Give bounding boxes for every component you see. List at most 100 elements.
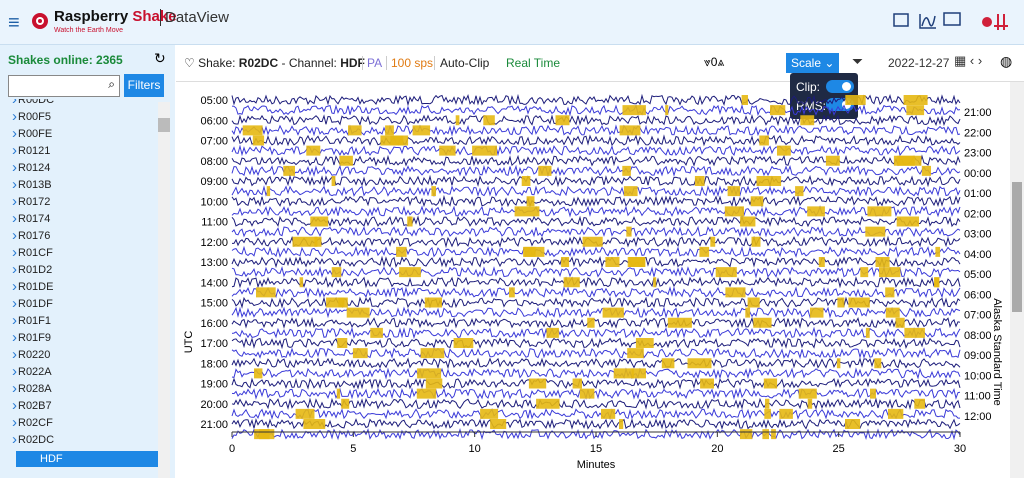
station-item[interactable]: R00DC [12, 99, 54, 108]
clip-segment [407, 216, 413, 227]
clip-segment [528, 378, 547, 389]
trace [231, 205, 961, 218]
clip-segment [337, 338, 348, 348]
clip-segment [710, 236, 716, 247]
filter-icon[interactable]: ⏷ [852, 53, 864, 69]
menu-icon[interactable]: ≡ [8, 12, 20, 34]
trace [231, 357, 961, 370]
refresh-icon[interactable]: ↻ [154, 50, 166, 66]
clip-segment [875, 257, 890, 267]
brand: Raspberry Shake [54, 8, 177, 25]
clip-segment [555, 115, 570, 126]
station-item[interactable]: R00F5 [12, 108, 51, 125]
local-label: 12:00 [964, 411, 992, 423]
clip-segment [934, 277, 940, 288]
station-list: R00DCR00F5R00FER0121R0124R013BR0172R0174… [0, 99, 158, 478]
clip-segment [455, 115, 460, 126]
clip-segment [694, 176, 705, 186]
scale-button[interactable]: Scale ⌄ [786, 53, 840, 73]
tagline: Watch the Earth Move [54, 27, 123, 34]
clip-segment [631, 368, 646, 379]
clip-segment [326, 297, 348, 308]
realtime[interactable]: Real Time [506, 56, 561, 70]
station-item[interactable]: R01DE [12, 278, 54, 295]
network: PA [362, 56, 382, 70]
clip-segment [629, 257, 645, 267]
station-item[interactable]: R0176 [12, 227, 51, 244]
clip-segment [888, 408, 904, 419]
clip-segment [579, 388, 595, 399]
trace [231, 367, 961, 380]
zoom-value: 0 [710, 55, 718, 69]
station-item[interactable]: R01D2 [12, 261, 52, 278]
local-label: 01:00 [964, 188, 992, 200]
globe-icon[interactable]: ◍ [1000, 53, 1013, 69]
station-item[interactable]: R0220 [12, 346, 51, 363]
station-item[interactable]: R01DF [12, 295, 53, 312]
clip-segment [303, 419, 326, 429]
clip-segment [903, 95, 928, 105]
station-item[interactable]: R01F9 [12, 329, 51, 346]
clip-segment [259, 429, 270, 440]
clip-segment [626, 226, 632, 237]
trace [231, 306, 961, 319]
clip-segment [538, 165, 552, 176]
clip-segment [299, 277, 304, 288]
zoom[interactable]: ⩔0⩓ [704, 55, 725, 69]
clip-segment [314, 236, 322, 247]
utc-label: 21:00 [200, 419, 228, 431]
clip-segment [897, 155, 922, 166]
clip-segment [292, 236, 318, 247]
station-item[interactable]: R02DC [12, 431, 54, 448]
clip-segment [561, 257, 570, 267]
clip-toggle[interactable] [826, 80, 854, 93]
station-item[interactable]: R02CF [12, 414, 53, 431]
utc-label: 11:00 [201, 217, 228, 229]
station-item[interactable]: R028A [12, 380, 52, 397]
search-input[interactable]: ⌕ [8, 75, 120, 97]
clip-segment [699, 246, 710, 257]
local-label: 21:00 [964, 107, 992, 119]
clip-segment [653, 277, 657, 288]
x-tick-label: 25 [833, 443, 845, 455]
local-label: 02:00 [964, 208, 992, 220]
clip-segment [526, 196, 535, 207]
clip-segment [745, 307, 751, 318]
clip-segment [336, 388, 341, 399]
date[interactable]: 2022-12-27 [888, 56, 950, 70]
trace [231, 174, 961, 188]
top-icons[interactable] [890, 10, 1020, 34]
clip-segment [848, 297, 870, 308]
station-item[interactable]: R0172 [12, 193, 51, 210]
utc-label: 05:00 [200, 95, 228, 107]
station-item[interactable]: R02B7 [12, 397, 52, 414]
filters-button[interactable]: Filters [124, 74, 164, 97]
clip-segment [785, 145, 791, 156]
clip-segment [424, 297, 442, 308]
clip-segment [860, 267, 869, 278]
channel-item[interactable]: HDF [16, 451, 158, 467]
station-item[interactable]: R022A [12, 363, 52, 380]
clip-segment [490, 419, 507, 429]
station-item[interactable]: R01CF [12, 244, 53, 261]
online-count: Shakes online: 2365 [8, 53, 123, 67]
clip-segment [751, 236, 761, 247]
clip-segment [921, 165, 931, 176]
local-label: 03:00 [964, 229, 992, 241]
station-item[interactable]: R0124 [12, 159, 51, 176]
trace [231, 276, 961, 289]
station-item[interactable]: R013B [12, 176, 52, 193]
trace [231, 407, 960, 421]
clip-segment [331, 176, 336, 186]
station-item[interactable]: R0174 [12, 210, 51, 227]
autoclip[interactable]: Auto-Clip [434, 56, 489, 70]
station-item[interactable]: R00FE [12, 125, 52, 142]
clip-segment [779, 408, 793, 419]
station-item[interactable]: R01F1 [12, 312, 51, 329]
clip-segment [762, 429, 769, 440]
date-nav[interactable]: ▦ ‹ › [954, 53, 983, 68]
clip-segment [825, 155, 840, 166]
station-item[interactable]: R0121 [12, 142, 51, 159]
clip-segment [665, 105, 669, 116]
sidebar: Shakes online: 2365 ↻ ⌕ Filters R00DCR00… [0, 45, 175, 478]
